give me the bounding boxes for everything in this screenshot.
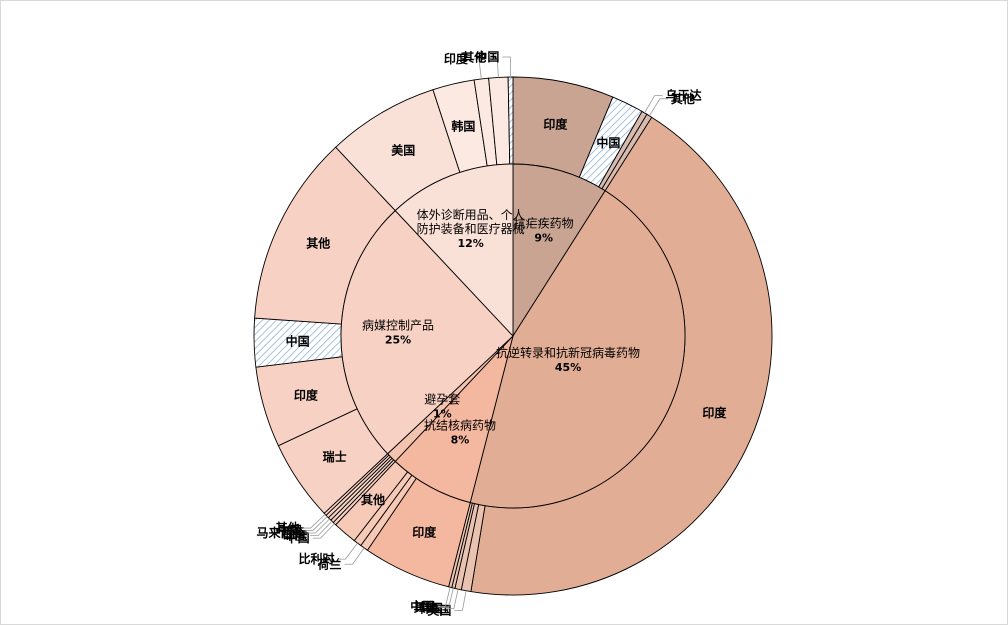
leader-line	[312, 523, 335, 539]
leader-line	[344, 547, 365, 565]
inner-slice-name: 病媒控制产品	[362, 317, 434, 332]
leader-line	[307, 518, 330, 534]
outer-slice-label: 印度	[412, 524, 437, 539]
leader-line	[454, 590, 467, 611]
inner-slice-pct: 9%	[534, 231, 553, 244]
outer-slice-label: 印度	[283, 528, 308, 543]
outer-slice-label: 瑞士	[323, 449, 347, 464]
inner-slice-pct: 8%	[451, 433, 470, 446]
outer-ring	[253, 76, 773, 596]
leader-line	[304, 516, 328, 531]
outer-slice-label: 荷兰	[317, 556, 342, 571]
inner-ring	[340, 163, 686, 509]
outer-slice-label: 其他	[414, 599, 438, 614]
leader-line	[649, 98, 668, 117]
outer-slice-label: 中国	[596, 135, 620, 150]
inner-slice-name: 防护装备和医疗器械	[417, 221, 525, 236]
inner-slice	[394, 163, 514, 338]
outer-slice-label: 马来西亚	[256, 525, 304, 540]
inner-slice-name: 抗疟疾药物	[514, 215, 574, 230]
outer-slice-label: 印度	[444, 51, 469, 66]
outer-slice-label: 比利时	[298, 551, 334, 566]
outer-slice-label: 其他	[306, 236, 330, 251]
inner-slice-pct: 45%	[555, 361, 581, 374]
inner-slice	[469, 190, 686, 509]
leader-line	[337, 542, 358, 560]
outer-slice-label: 韩国	[419, 601, 443, 616]
inner-slice-name: 避孕套	[424, 393, 460, 407]
outer-slice-label: 中国	[475, 49, 499, 64]
outer-slice-label: 其他	[462, 49, 486, 64]
inner-slice-pct: 1%	[433, 408, 452, 421]
inner-slice	[340, 209, 514, 455]
outer-slice-label: 乌干达	[666, 88, 702, 103]
inner-slice-name: 体外诊断用品、个人	[417, 207, 525, 222]
leader-line	[644, 95, 663, 114]
leader-line	[310, 521, 333, 536]
outer-slice-label: 中国	[286, 334, 310, 349]
outer-slice-label: 韩国	[451, 118, 475, 133]
leader-line	[437, 587, 451, 608]
outer-slice-label: 其他	[361, 492, 385, 507]
outer-slice-label: 其他	[671, 91, 695, 106]
outer-slice-label: 印度	[543, 117, 568, 132]
inner-slice-pct: 12%	[457, 237, 483, 250]
leader-line	[470, 58, 482, 79]
outer-slice-label: 中国	[286, 530, 310, 545]
leader-line	[302, 513, 326, 529]
outer-slice-label: 其他	[276, 520, 300, 535]
outer-slice-label: 中国	[410, 599, 434, 614]
labels: 抗疟疾药物9%抗逆转录和抗新冠病毒药物45%抗结核病药物8%避孕套1%病媒控制产…	[256, 49, 727, 617]
inner-slice	[512, 163, 606, 338]
leader-line	[445, 589, 459, 610]
leader-line	[502, 56, 511, 78]
inner-slice-name: 抗结核病药物	[424, 417, 496, 432]
outer-slice-label: 印度	[702, 405, 727, 420]
leader-line	[489, 57, 499, 78]
outer-slice-label: 中国	[278, 522, 302, 537]
outer-slice-label: 美国	[391, 143, 415, 158]
outer-slice-label: 印度	[294, 387, 319, 402]
inner-slice-pct: 25%	[385, 333, 411, 346]
inner-slice-name: 抗逆转录和抗新冠病毒药物	[496, 345, 640, 360]
leader-line	[440, 587, 454, 608]
